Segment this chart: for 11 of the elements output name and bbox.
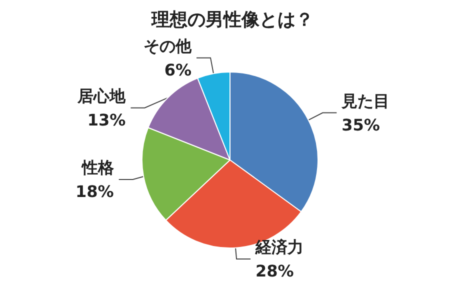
slice-label: その他 <box>144 36 193 56</box>
data-label: 35% <box>342 115 380 134</box>
slice-label: 経済力 <box>254 238 304 256</box>
chart-title: 理想の男性像とは？ <box>150 10 314 30</box>
data-label: 18% <box>76 182 114 201</box>
slice-label: 居心地 <box>76 86 127 106</box>
slice-label: 見た目 <box>340 91 390 110</box>
data-label: 28% <box>256 262 294 280</box>
slice-label: 性格 <box>80 158 115 177</box>
data-label: 6% <box>164 60 192 80</box>
data-label: 13% <box>87 110 126 130</box>
